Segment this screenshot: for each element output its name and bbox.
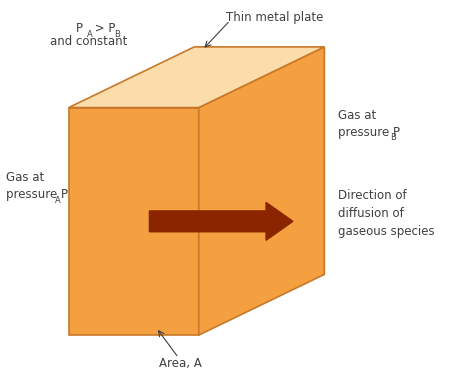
Polygon shape xyxy=(69,47,325,108)
Polygon shape xyxy=(199,47,325,335)
FancyArrow shape xyxy=(149,202,293,240)
Text: Gas at: Gas at xyxy=(6,171,44,184)
Text: A: A xyxy=(87,30,92,39)
Text: pressure P: pressure P xyxy=(6,188,68,201)
Text: A: A xyxy=(55,196,61,205)
Text: Thin metal plate: Thin metal plate xyxy=(226,11,323,24)
Polygon shape xyxy=(69,108,199,335)
Text: Gas at: Gas at xyxy=(338,108,376,121)
Text: and constant: and constant xyxy=(50,35,128,48)
Text: pressure P: pressure P xyxy=(338,126,400,139)
Text: > P: > P xyxy=(91,22,116,35)
Text: Area, A: Area, A xyxy=(159,357,202,370)
Text: B: B xyxy=(114,30,120,39)
Text: Direction of
diffusion of
gaseous species: Direction of diffusion of gaseous specie… xyxy=(338,189,434,238)
Text: B: B xyxy=(390,133,396,142)
Text: P: P xyxy=(75,22,83,35)
